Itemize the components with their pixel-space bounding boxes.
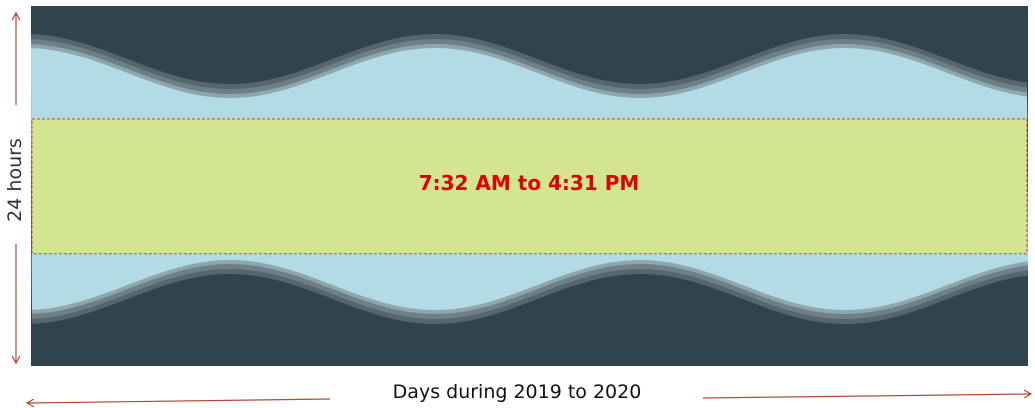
- y-axis-label: 24 hours: [4, 138, 26, 222]
- highlight-band: [31, 118, 1028, 255]
- x-arrow-right: [702, 394, 1030, 399]
- x-arrow-left: [28, 398, 331, 403]
- highlight-annotation: 7:32 AM to 4:31 PM: [419, 171, 640, 195]
- x-axis-label: Days during 2019 to 2020: [393, 381, 642, 403]
